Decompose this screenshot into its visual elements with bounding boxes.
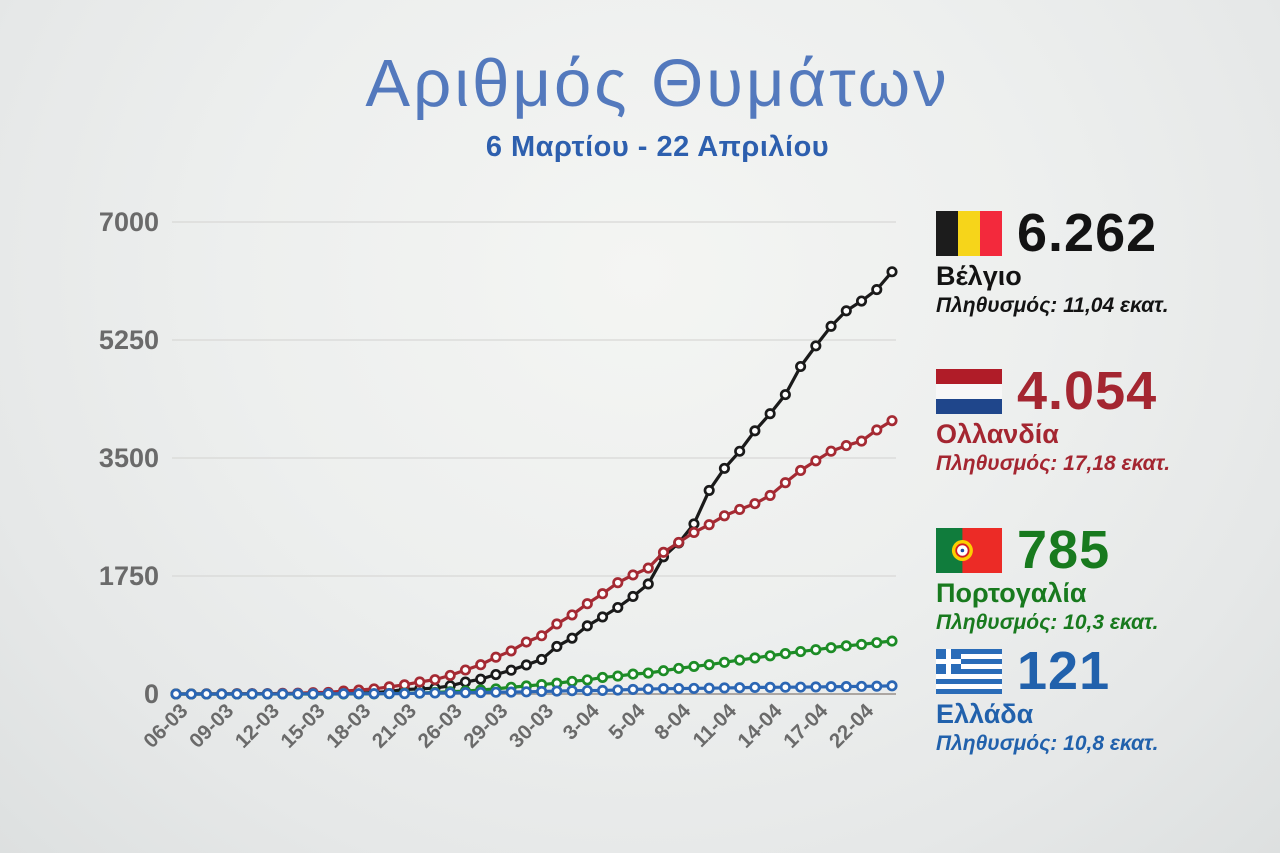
belgium-population-label: Πληθυσμός: 11,04 εκατ. — [936, 294, 1169, 317]
portugal-death-count: 785 — [1017, 520, 1111, 580]
svg-text:17-04: 17-04 — [779, 699, 833, 753]
svg-text:30-03: 30-03 — [505, 699, 558, 752]
legend-entry-belgium: 6.262 Βέλγιο Πληθυσμός: 11,04 εκατ. — [936, 206, 1266, 317]
svg-text:8-04: 8-04 — [650, 699, 696, 745]
netherlands-country-label: Ολλανδία — [936, 419, 1059, 449]
netherlands-flag-icon — [936, 368, 1002, 414]
belgium-flag-icon — [936, 210, 1002, 256]
svg-text:0: 0 — [144, 679, 159, 709]
svg-text:11-04: 11-04 — [688, 699, 741, 752]
svg-text:1750: 1750 — [99, 561, 159, 591]
svg-text:3-04: 3-04 — [559, 699, 605, 745]
svg-text:14-04: 14-04 — [733, 699, 787, 753]
greece-flag-icon — [936, 648, 1002, 694]
greece-country-label: Ελλάδα — [936, 699, 1034, 729]
portugal-flag-row: 785 — [936, 523, 1266, 577]
portugal-country-label: Πορτογαλία — [936, 578, 1087, 608]
svg-text:22-04: 22-04 — [825, 699, 879, 753]
chart-header: Αριθμός Θυμάτων 6 Μαρτίου - 22 Απριλίου — [35, 50, 1280, 164]
page-subtitle: 6 Μαρτίου - 22 Απριλίου — [485, 131, 830, 163]
svg-text:5-04: 5-04 — [604, 699, 650, 745]
svg-text:15-03: 15-03 — [276, 699, 329, 752]
legend-entry-netherlands: 4.054 Ολλανδία Πληθυσμός: 17,18 εκατ. — [936, 364, 1266, 475]
svg-text:29-03: 29-03 — [459, 699, 512, 752]
svg-text:12-03: 12-03 — [231, 699, 284, 752]
legend-entry-greece: 121 Ελλάδα Πληθυσμός: 10,8 εκατ. — [936, 644, 1266, 755]
portugal-population-label: Πληθυσμός: 10,3 εκατ. — [936, 611, 1159, 634]
svg-text:09-03: 09-03 — [185, 699, 238, 752]
svg-text:26-03: 26-03 — [413, 699, 466, 752]
belgium-country-label: Βέλγιο — [936, 261, 1022, 291]
portugal-flag-icon — [936, 527, 1002, 573]
belgium-death-count: 6.262 — [1017, 203, 1158, 263]
svg-text:5250: 5250 — [99, 325, 159, 355]
svg-text:3500: 3500 — [99, 443, 159, 473]
greece-population-label: Πληθυσμός: 10,8 εκατ. — [936, 732, 1159, 755]
svg-text:21-03: 21-03 — [368, 699, 421, 752]
belgium-flag-row: 6.262 — [936, 206, 1266, 260]
greece-flag-row: 121 — [936, 644, 1266, 698]
netherlands-population-label: Πληθυσμός: 17,18 εκατ. — [936, 452, 1171, 475]
page-title: Αριθμός Θυμάτων — [365, 46, 950, 121]
greece-death-count: 121 — [1017, 641, 1111, 701]
svg-text:18-03: 18-03 — [322, 699, 375, 752]
legend-entry-portugal: 785 Πορτογαλία Πληθυσμός: 10,3 εκατ. — [936, 523, 1266, 634]
netherlands-flag-row: 4.054 — [936, 364, 1266, 418]
svg-text:7000: 7000 — [99, 207, 159, 237]
netherlands-death-count: 4.054 — [1017, 361, 1158, 421]
